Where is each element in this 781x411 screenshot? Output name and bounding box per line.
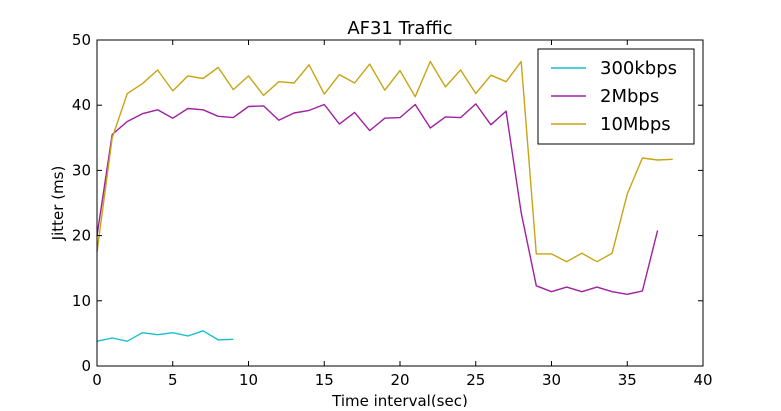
x-tick-label: 5 xyxy=(168,371,178,389)
legend-label-10mbps: 10Mbps xyxy=(600,114,671,135)
series-line-10mbps xyxy=(96,60,673,263)
legend: 300kbps 2Mbps 10Mbps xyxy=(537,48,695,145)
y-tick-label: 20 xyxy=(72,227,91,245)
x-axis-ticks: 0 5 10 15 20 25 30 35 40 xyxy=(92,40,713,389)
y-tick-label: 50 xyxy=(72,31,91,49)
x-tick-label: 25 xyxy=(466,371,485,389)
y-tick-label: 40 xyxy=(72,96,91,114)
y-tick-label: 30 xyxy=(72,161,91,179)
x-tick-label: 0 xyxy=(92,371,102,389)
y-axis-ticks: 0 10 20 30 40 50 xyxy=(72,31,703,375)
x-tick-label: 20 xyxy=(390,371,409,389)
y-tick-label: 10 xyxy=(72,292,91,310)
x-tick-label: 40 xyxy=(693,371,712,389)
y-tick-label: 0 xyxy=(81,357,91,375)
x-tick-label: 30 xyxy=(542,371,561,389)
x-tick-label: 35 xyxy=(618,371,637,389)
series-line-2mbps xyxy=(96,103,659,295)
series-line-300kbps xyxy=(96,330,234,342)
legend-label-300kbps: 300kbps xyxy=(600,58,677,79)
y-axis-label: Jitter (ms) xyxy=(49,166,67,242)
chart-title: AF31 Traffic xyxy=(347,18,452,39)
x-tick-label: 15 xyxy=(315,371,334,389)
x-axis-label: Time interval(sec) xyxy=(331,392,468,407)
x-tick-label: 10 xyxy=(239,371,258,389)
plot-content xyxy=(96,60,673,342)
legend-label-2mbps: 2Mbps xyxy=(600,86,659,107)
